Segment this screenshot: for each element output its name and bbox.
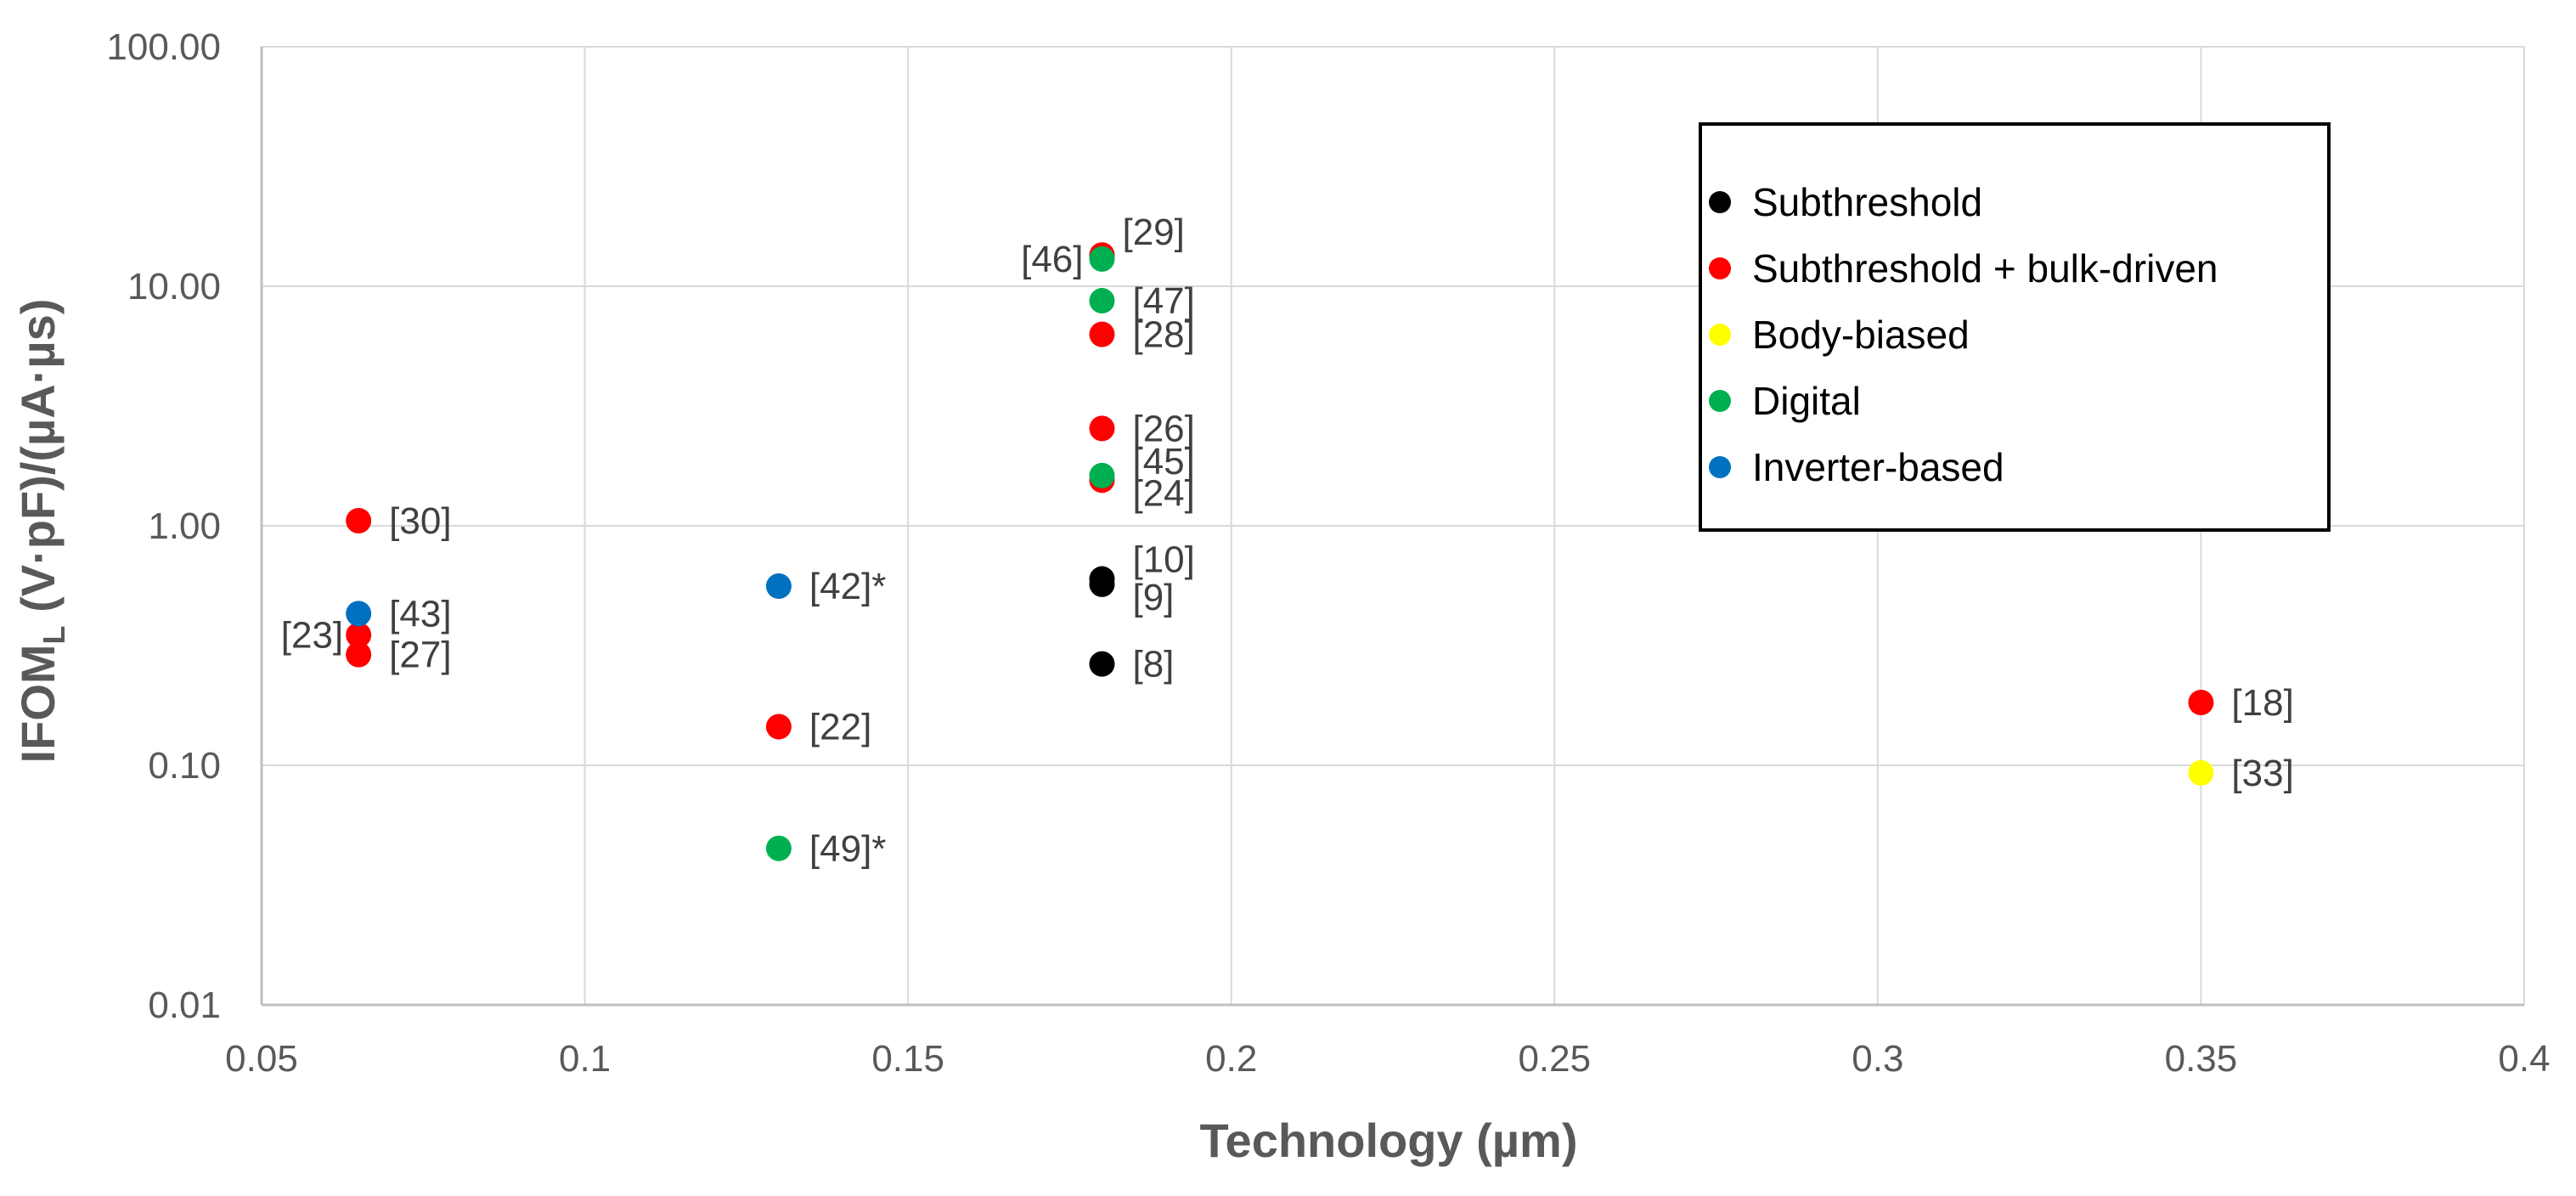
data-label: [23] <box>281 615 343 657</box>
legend-marker <box>1709 390 1731 412</box>
data-point <box>2188 759 2214 786</box>
x-tick-label: 0.1 <box>559 1038 611 1080</box>
data-point <box>1089 321 1115 347</box>
y-axis-title-rest: (V·pF)/(µA·µs) <box>11 299 65 626</box>
legend-marker <box>1709 456 1731 478</box>
data-point <box>765 835 792 861</box>
data-label: [10] <box>1132 539 1194 581</box>
data-label: [28] <box>1132 314 1194 356</box>
x-tick-label: 0.3 <box>1852 1038 1903 1080</box>
data-label: [29] <box>1122 212 1184 253</box>
data-label: [9] <box>1132 577 1174 618</box>
legend-label: Body-biased <box>1752 313 1970 357</box>
y-tick-label: 0.10 <box>148 745 221 787</box>
series-subthreshold <box>1089 566 1115 677</box>
data-label: [24] <box>1132 472 1194 514</box>
data-labels: [10][9] [8] [30] [23] [27] [22] [29] [28] [26] [2… <box>281 212 2294 870</box>
x-tick-label: 0.35 <box>2165 1038 2238 1080</box>
y-tick-label: 0.01 <box>148 984 221 1026</box>
data-label: [43] <box>389 593 451 635</box>
data-point <box>2188 689 2214 715</box>
tick-labels: 0.05 0.1 0.15 0.2 0.25 0.3 0.35 0.4 0.01 0.10 1.00… <box>106 26 2550 1080</box>
legend-marker <box>1709 257 1731 279</box>
data-label: [46] <box>1021 239 1083 280</box>
data-label: [33] <box>2231 753 2293 794</box>
legend-label: Inverter-based <box>1752 445 2004 489</box>
data-label: [18] <box>2231 682 2293 724</box>
y-axis-title: IFOML (V·pF)/(µA·µs) <box>11 299 71 764</box>
legend-label: Digital <box>1752 379 1861 423</box>
data-point <box>1089 415 1115 442</box>
data-label: [47] <box>1132 280 1194 322</box>
data-point <box>1089 288 1115 314</box>
data-point <box>346 622 372 648</box>
data-point <box>765 714 792 740</box>
data-label: [8] <box>1132 644 1174 685</box>
legend: Subthreshold Subthreshold + bulk-driven Bo… <box>1699 122 2331 532</box>
data-label: [42]* <box>809 566 887 607</box>
y-tick-label: 1.00 <box>148 505 221 547</box>
data-point <box>346 641 372 668</box>
data-label: [49]* <box>809 828 887 870</box>
series-body-biased <box>2188 759 2214 786</box>
data-point <box>346 508 372 534</box>
y-axis-title-main: IFOM <box>11 644 65 763</box>
data-label: [30] <box>389 500 451 542</box>
y-tick-label: 10.00 <box>127 266 221 307</box>
data-point <box>1089 651 1115 677</box>
legend-box <box>1699 122 2331 532</box>
data-label: [22] <box>809 706 871 748</box>
legend-marker <box>1709 191 1731 213</box>
legend-label: Subthreshold <box>1752 180 1982 224</box>
y-axis-title-subscript: L <box>37 625 71 644</box>
x-tick-label: 0.4 <box>2498 1038 2550 1080</box>
y-tick-label: 100.00 <box>106 26 221 68</box>
data-point <box>346 601 372 627</box>
data-point <box>1089 571 1115 597</box>
x-tick-label: 0.15 <box>871 1038 944 1080</box>
data-label: [27] <box>389 635 451 676</box>
axes <box>260 47 2524 1007</box>
data-label: [26] <box>1132 408 1194 449</box>
legend-label: Subthreshold + bulk-driven <box>1752 246 2218 291</box>
x-tick-label: 0.05 <box>225 1038 298 1080</box>
data-label: [45] <box>1132 441 1194 482</box>
x-axis-title: Technology (µm) <box>1200 1114 1578 1167</box>
legend-marker <box>1709 324 1731 346</box>
data-point <box>1089 462 1115 488</box>
x-tick-label: 0.2 <box>1205 1038 1257 1080</box>
data-point <box>1089 245 1115 272</box>
data-point <box>765 573 792 600</box>
series-inverter-based <box>346 573 792 627</box>
x-tick-label: 0.25 <box>1518 1038 1591 1080</box>
series-digital <box>765 245 1115 861</box>
data-points <box>346 242 2214 861</box>
